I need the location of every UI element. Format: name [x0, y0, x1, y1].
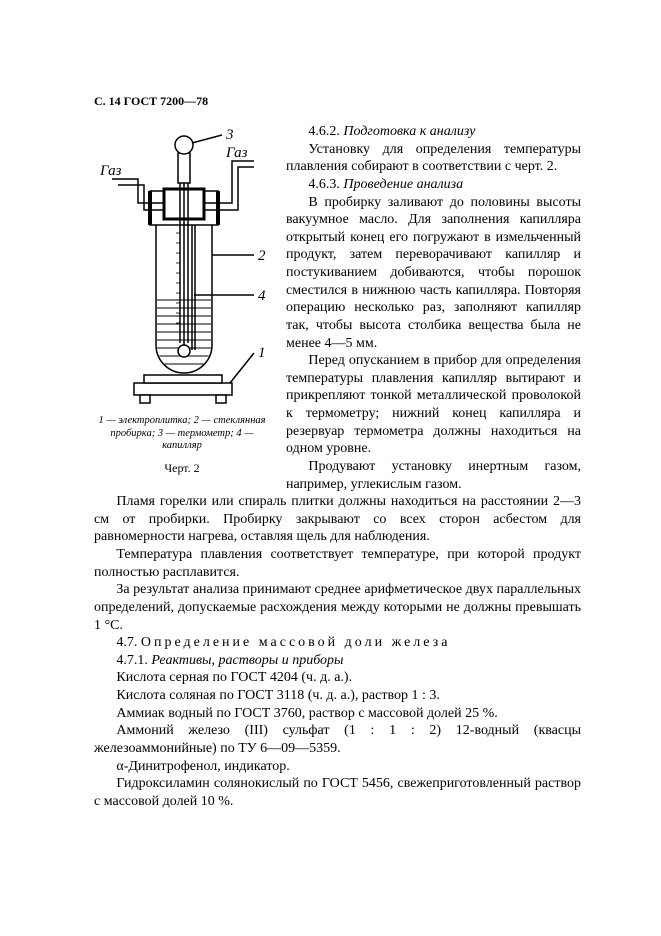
reagent-1: Кислота серная по ГОСТ 4204 (ч. д. а.).: [94, 669, 581, 687]
fig-num-4: 4: [258, 288, 266, 304]
fig-num-1: 1: [258, 345, 266, 361]
reagent-5: α-Динитрофенол, индикатор.: [94, 758, 581, 776]
section-471-title: 4.7.1. Реактивы, растворы и приборы: [94, 652, 581, 670]
reagent-6: Гидроксиламин солянокислый по ГОСТ 5456,…: [94, 775, 581, 810]
gas-label-right: Газ: [225, 145, 248, 161]
fig-num-2: 2: [258, 248, 266, 264]
fig-num-3: 3: [225, 127, 234, 143]
para-temp: Температура плавления соответствует темп…: [94, 546, 581, 581]
section-47-title: 4.7. Определение массовой доли железа: [94, 634, 581, 652]
para-result: За результат анализа принимают среднее а…: [94, 581, 581, 634]
para-463-4: Пламя горелки или спираль плитки должны …: [94, 493, 581, 546]
figure-block: Газ Газ 1 2 3 4 1 — электроплитка; 2 — с…: [94, 125, 270, 476]
page-header: С. 14 ГОСТ 7200—78: [94, 94, 581, 109]
figure-label: Черт. 2: [94, 461, 270, 476]
reagent-4: Аммоний железо (III) сульфат (1 : 1 : 2)…: [94, 722, 581, 757]
figure-caption: 1 — электроплитка; 2 — стеклянная пробир…: [94, 415, 270, 453]
reagent-3: Аммиак водный по ГОСТ 3760, раствор с ма…: [94, 705, 581, 723]
page: С. 14 ГОСТ 7200—78: [0, 0, 661, 850]
gas-label-left: Газ: [99, 163, 122, 179]
content: Газ Газ 1 2 3 4 1 — электроплитка; 2 — с…: [94, 123, 581, 810]
apparatus-figure: Газ Газ 1 2 3 4: [94, 125, 270, 409]
reagent-2: Кислота соляная по ГОСТ 3118 (ч. д. а.),…: [94, 687, 581, 705]
